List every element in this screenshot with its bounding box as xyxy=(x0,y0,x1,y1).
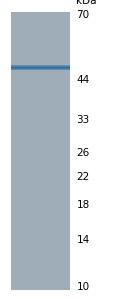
Text: 14: 14 xyxy=(76,235,90,245)
Text: 18: 18 xyxy=(76,200,90,210)
Text: 26: 26 xyxy=(76,148,90,158)
Text: 70: 70 xyxy=(76,10,90,20)
Text: 10: 10 xyxy=(76,282,90,292)
Text: 22: 22 xyxy=(76,172,90,182)
Text: kDa: kDa xyxy=(76,0,97,7)
Text: 44: 44 xyxy=(76,75,90,85)
Bar xyxy=(11,12,70,290)
Text: 33: 33 xyxy=(76,115,90,125)
